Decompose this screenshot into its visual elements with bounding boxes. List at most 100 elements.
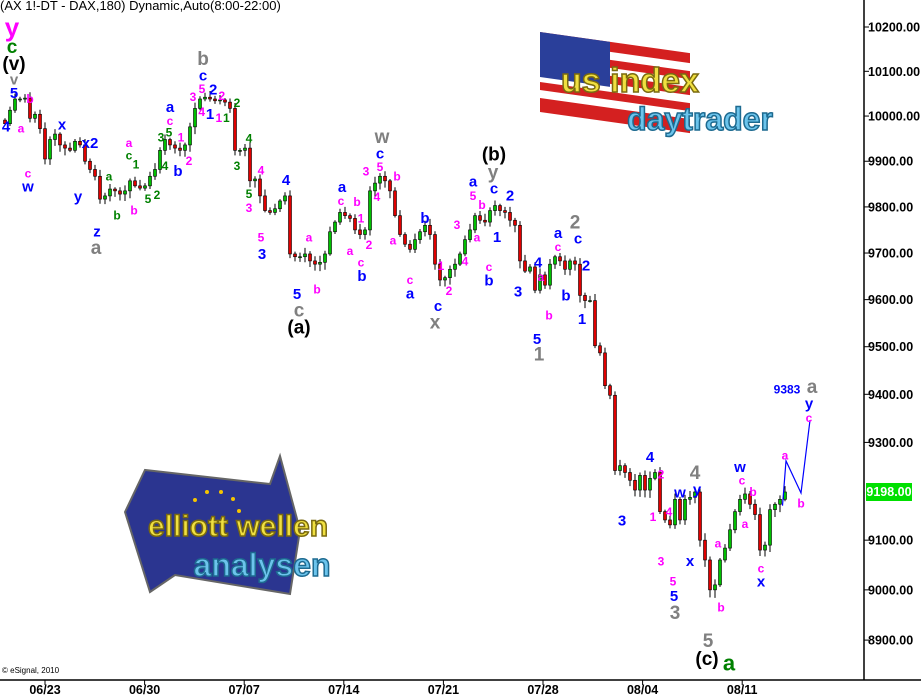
wave-label: 3	[618, 512, 626, 529]
wave-label: 2	[209, 82, 217, 99]
candle	[703, 533, 707, 567]
wave-label: 5	[533, 331, 541, 348]
candle	[698, 487, 702, 547]
candle-body	[113, 188, 117, 192]
candle	[58, 132, 62, 152]
x-tick-label: 07/14	[328, 683, 359, 697]
candle-body	[408, 243, 412, 250]
candle-body	[373, 182, 377, 192]
wave-label: 5	[703, 631, 714, 652]
y-tick-label: 10100.00	[868, 65, 920, 79]
wave-label: 3	[514, 284, 522, 301]
candle-body	[153, 169, 157, 177]
candle-body	[18, 98, 22, 101]
y-tick-label: 9700.00	[868, 247, 913, 261]
candle-body	[543, 274, 547, 286]
candle	[428, 218, 432, 240]
candle-body	[473, 215, 477, 231]
candle-body	[558, 256, 562, 262]
x-tick-label: 08/11	[727, 683, 758, 697]
candle	[98, 169, 102, 204]
wave-label: 5	[670, 574, 677, 588]
wave-label: c	[358, 256, 365, 270]
candle	[208, 90, 212, 102]
candle-body	[148, 175, 152, 187]
candle-body	[403, 234, 407, 245]
candle	[233, 103, 237, 156]
candle-body	[348, 215, 352, 219]
candles	[3, 90, 811, 598]
wave-label: b	[357, 268, 366, 285]
candle-body	[78, 141, 82, 146]
y-tick-label: 9600.00	[868, 293, 913, 307]
candle-body	[698, 491, 702, 541]
candle	[138, 179, 142, 191]
candle	[338, 208, 342, 225]
candle	[723, 544, 727, 563]
candle-body	[303, 253, 307, 258]
candle-body	[318, 262, 322, 265]
candle	[633, 473, 637, 497]
wave-label: b	[561, 287, 570, 304]
candle-body	[173, 144, 177, 149]
candle-body	[143, 185, 147, 189]
wave-label: 9383	[774, 383, 801, 397]
wave-label: w	[733, 459, 746, 476]
wave-label: x	[58, 117, 67, 134]
wave-label: 4	[2, 118, 11, 135]
candle-body	[568, 260, 572, 270]
wave-label: 1	[178, 131, 185, 145]
candle-body	[288, 195, 292, 255]
candle-body	[598, 345, 602, 354]
wave-label: x2	[82, 135, 99, 152]
wave-label: v	[10, 71, 19, 88]
candle	[368, 186, 372, 236]
candle-body	[23, 97, 27, 100]
candle-body	[238, 150, 242, 152]
candle-body	[413, 239, 417, 250]
y-tick-label: 9500.00	[868, 340, 913, 354]
wave-label: c	[758, 562, 765, 576]
candle-body	[223, 99, 227, 103]
y-axis-ticks: 10200.00 10100.00 10000.00 9900.00 9800.00 97…	[864, 21, 920, 648]
candle	[328, 226, 332, 256]
wave-label: 2	[570, 212, 581, 233]
candle-body	[423, 224, 427, 233]
candle-body	[323, 253, 327, 263]
logo-text-elliott-wellen: elliott wellen	[148, 510, 328, 543]
candle-body	[633, 479, 637, 491]
candle-body	[613, 394, 617, 471]
candle	[3, 118, 7, 126]
candle-body	[723, 547, 727, 561]
candle-body	[293, 253, 297, 258]
candle	[178, 142, 182, 157]
candle	[363, 227, 367, 240]
wave-label: x	[430, 313, 441, 334]
wave-label: a	[723, 650, 736, 675]
candle-body	[278, 200, 282, 210]
candle-body	[583, 295, 587, 301]
candle-body	[733, 511, 737, 531]
wave-label: 4	[246, 132, 253, 146]
wave-label: b	[313, 282, 320, 296]
candle	[193, 102, 197, 135]
candle	[403, 232, 407, 248]
candle	[508, 206, 512, 227]
wave-label: 5	[293, 286, 301, 303]
candle	[778, 495, 782, 513]
candle-body	[118, 190, 122, 195]
candle-body	[648, 478, 652, 491]
candle	[653, 469, 657, 481]
candle-body	[178, 147, 182, 151]
candle	[133, 176, 137, 188]
candle-body	[463, 239, 467, 255]
candle-body	[378, 175, 382, 184]
y-tick-label: 9000.00	[868, 583, 913, 597]
wave-label: a	[166, 99, 175, 116]
wave-label: b	[130, 204, 137, 218]
candle-body	[338, 212, 342, 223]
wave-label: c	[407, 273, 414, 287]
candle-body	[333, 221, 337, 233]
candle	[238, 148, 242, 156]
wave-label: c	[7, 37, 18, 58]
